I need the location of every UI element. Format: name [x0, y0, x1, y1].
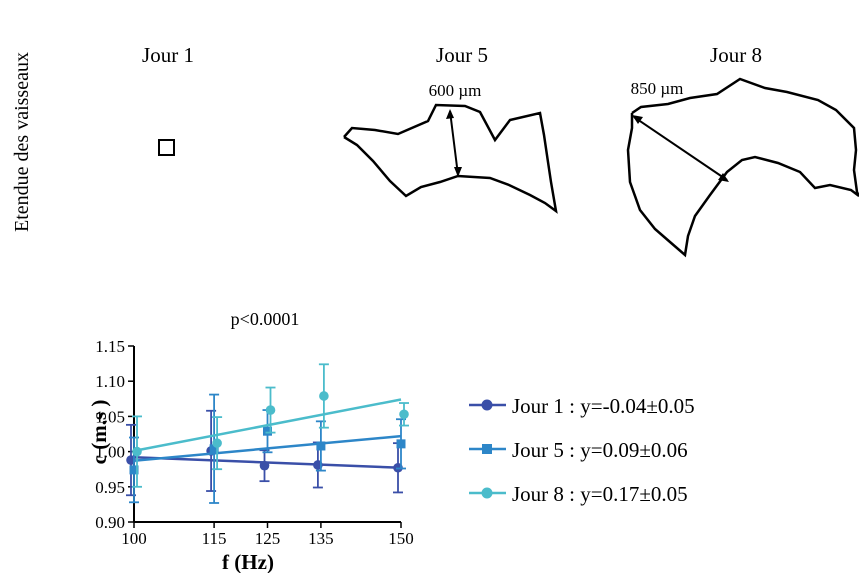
data-point-series-2 — [316, 441, 326, 451]
panel-title-jour-8: Jour 8 — [710, 43, 762, 67]
y-tick-label: 1.10 — [95, 372, 125, 391]
data-point-series-2 — [263, 426, 272, 436]
y-tick-label: 1.05 — [95, 407, 125, 426]
arrowhead-icon — [454, 167, 462, 177]
arrowhead-icon — [446, 109, 454, 119]
y-tick-label: 0.95 — [95, 478, 125, 497]
legend-label: Jour 5 : y=0.09±0.06 — [512, 438, 688, 462]
y-tick-label: 1.00 — [95, 443, 125, 462]
data-point-series-3 — [212, 438, 222, 448]
vessel-outline-jour-8 — [626, 77, 859, 258]
vessel-outline-jour-1 — [158, 139, 175, 156]
arrowhead-icon — [632, 115, 643, 124]
y-tick-label: 0.90 — [95, 513, 125, 532]
legend-label: Jour 8 : y=0.17±0.05 — [512, 482, 688, 506]
fit-line-series-3 — [133, 398, 402, 453]
x-tick-label: 115 — [202, 529, 227, 548]
x-tick-label: 135 — [308, 529, 334, 548]
data-point-series-3 — [319, 391, 329, 401]
data-point-series-2 — [129, 465, 139, 475]
panel-title-jour-1: Jour 1 — [142, 43, 194, 67]
panel-title-jour-5: Jour 5 — [436, 43, 488, 67]
legend-marker — [482, 444, 492, 454]
x-tick-label: 100 — [121, 529, 147, 548]
x-tick-label: 150 — [388, 529, 414, 548]
diameter-arrow-jour-5 — [449, 110, 459, 176]
legend-marker — [481, 487, 493, 499]
vessel-annotation-jour-5: 600 µm — [429, 81, 482, 100]
chart-title: p<0.0001 — [231, 309, 300, 329]
data-point-series-3 — [399, 409, 409, 420]
legend-label: Jour 1 : y=-0.04±0.05 — [512, 394, 695, 418]
data-point-series-2 — [396, 439, 406, 449]
data-point-series-3 — [265, 405, 276, 415]
data-point-series-2 — [209, 444, 219, 454]
side-label: Etendue des vaisseaux — [11, 52, 33, 232]
y-axis-label: c (m.s ) — [87, 400, 111, 465]
arrowhead-icon — [718, 173, 729, 182]
vessel-outline-jour-5 — [343, 103, 558, 214]
vessel-annotation-jour-8: 850 µm — [631, 79, 684, 98]
diameter-arrow-jour-8 — [633, 116, 728, 181]
x-axis-label: f (Hz) — [222, 550, 274, 573]
y-tick-label: 1.15 — [95, 337, 125, 356]
data-point-series-3 — [132, 446, 142, 457]
legend-marker — [481, 399, 493, 411]
data-point-series-1 — [259, 460, 270, 471]
x-tick-label: 125 — [255, 529, 281, 548]
